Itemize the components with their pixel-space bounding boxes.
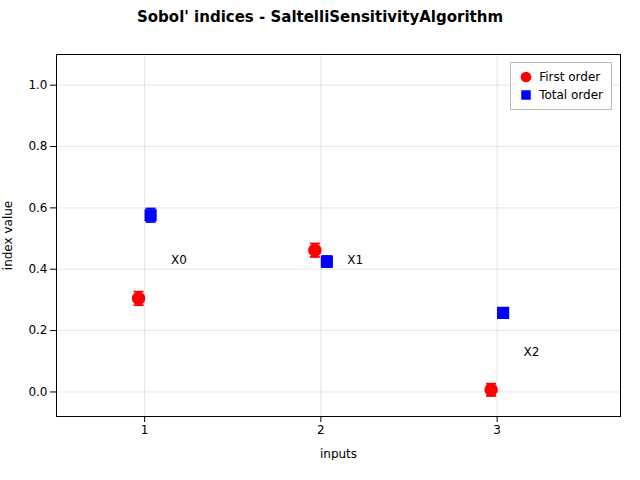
html-text:First order: First order <box>539 70 601 84</box>
svg-text:0.2: 0.2 <box>28 323 47 337</box>
svg-text:0.4: 0.4 <box>28 262 47 276</box>
svg-text:X1: X1 <box>347 253 363 267</box>
html-text:Sobol' indices - SaltelliSensi: Sobol' indices - SaltelliSensitivityAlgo… <box>137 8 503 26</box>
svg-text:1.0: 1.0 <box>28 78 47 92</box>
svg-text:X0: X0 <box>171 253 187 267</box>
svg-text:3: 3 <box>493 423 501 437</box>
svg-text:2: 2 <box>317 423 325 437</box>
svg-text:0.8: 0.8 <box>28 139 47 153</box>
svg-text:0.0: 0.0 <box>28 385 47 399</box>
svg-text:1: 1 <box>141 423 149 437</box>
svg-text:0.6: 0.6 <box>28 201 47 215</box>
svg-text:inputs: inputs <box>320 447 357 461</box>
svg-text:index value: index value <box>1 201 15 270</box>
html-text:Total order: Total order <box>539 88 603 102</box>
svg-text:X2: X2 <box>524 345 540 359</box>
